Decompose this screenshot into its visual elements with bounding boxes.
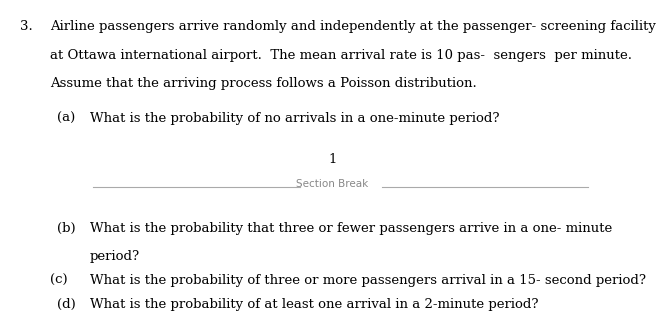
Text: What is the probability of no arrivals in a one-minute period?: What is the probability of no arrivals i…	[90, 112, 499, 125]
Text: (a): (a)	[57, 112, 74, 125]
Text: Assume that the arriving process follows a Poisson distribution.: Assume that the arriving process follows…	[50, 77, 477, 90]
Text: What is the probability that three or fewer passengers arrive in a one- minute: What is the probability that three or fe…	[90, 222, 612, 235]
Text: Airline passengers arrive randomly and independently at the passenger- screening: Airline passengers arrive randomly and i…	[50, 20, 656, 33]
Text: (d): (d)	[57, 298, 75, 311]
Text: (c): (c)	[50, 274, 68, 287]
Text: 1: 1	[329, 153, 336, 166]
Text: Section Break: Section Break	[297, 179, 368, 189]
Text: (b): (b)	[57, 222, 75, 235]
Text: What is the probability of three or more passengers arrival in a 15- second peri: What is the probability of three or more…	[90, 274, 646, 287]
Text: at Ottawa international airport.  The mean arrival rate is 10 pas-  sengers  per: at Ottawa international airport. The mea…	[50, 49, 632, 62]
Text: What is the probability of at least one arrival in a 2-minute period?: What is the probability of at least one …	[90, 298, 538, 311]
Text: period?: period?	[90, 250, 140, 263]
Text: 3.: 3.	[20, 20, 33, 33]
